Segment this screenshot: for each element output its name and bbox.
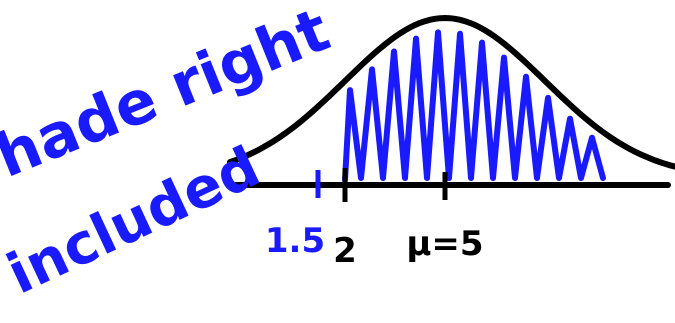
axis-label: μ=5 (406, 224, 483, 264)
axis-label: 2 (333, 231, 357, 271)
background (0, 0, 675, 323)
page: Shade right 2 included 1.5 2 μ=5 (() => … (0, 0, 675, 323)
diagram: Shade right 2 included 1.5 2 μ=5 (0, 0, 675, 323)
axis-label: 1.5 (265, 221, 325, 261)
